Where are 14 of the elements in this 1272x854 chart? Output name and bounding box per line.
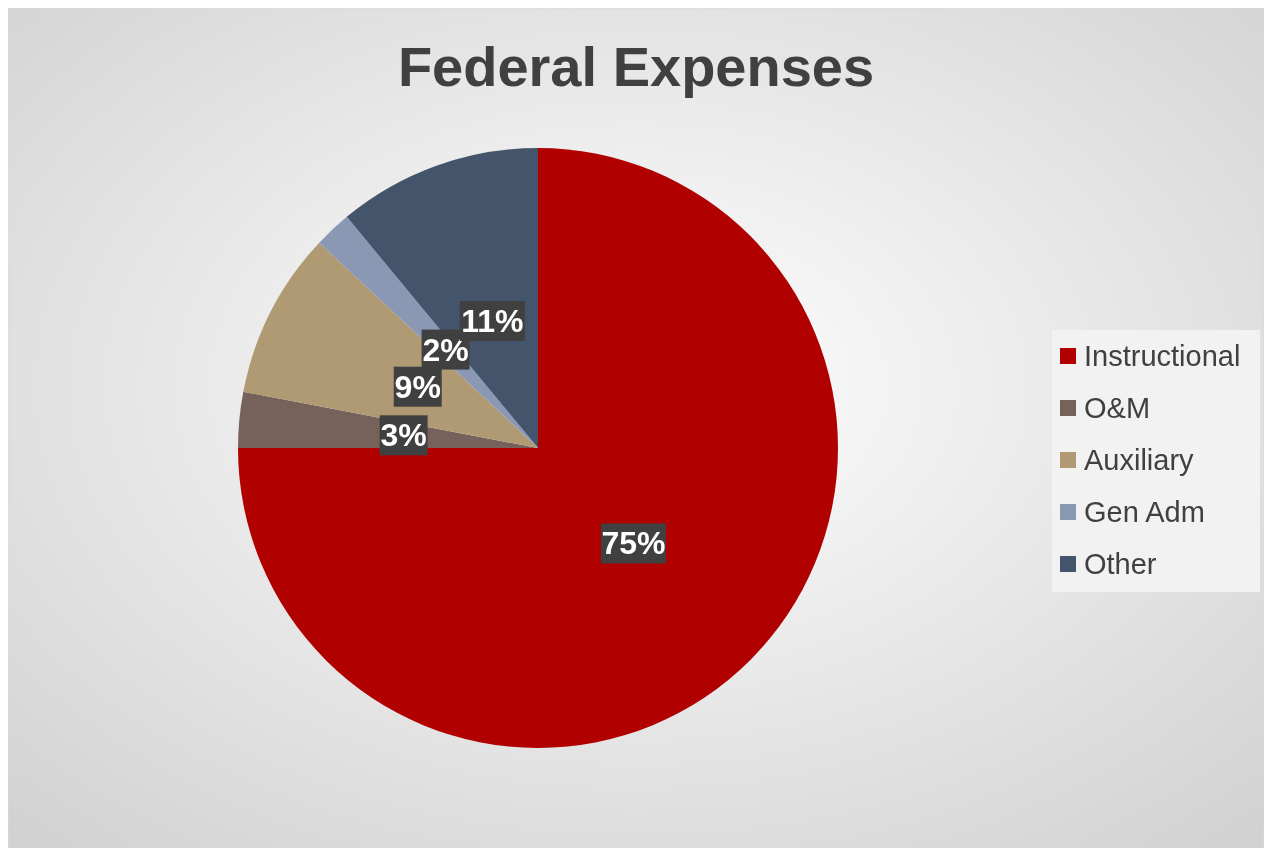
legend-label: Other [1084, 548, 1157, 580]
data-label: 9% [394, 368, 441, 405]
legend-label: O&M [1084, 392, 1151, 424]
legend-label: Gen Adm [1084, 496, 1205, 528]
data-label: 3% [380, 417, 427, 454]
pie-slice [238, 148, 838, 748]
pie-slice [243, 242, 538, 448]
data-label: 2% [422, 331, 469, 368]
data-label: 11% [461, 302, 524, 339]
legend-label: Instructional [1084, 340, 1241, 372]
legend-label: Auxiliary [1084, 444, 1195, 476]
data-label: 75% [601, 525, 666, 562]
chart-title: Federal Expenses [397, 35, 875, 98]
pie-slice [346, 148, 538, 448]
